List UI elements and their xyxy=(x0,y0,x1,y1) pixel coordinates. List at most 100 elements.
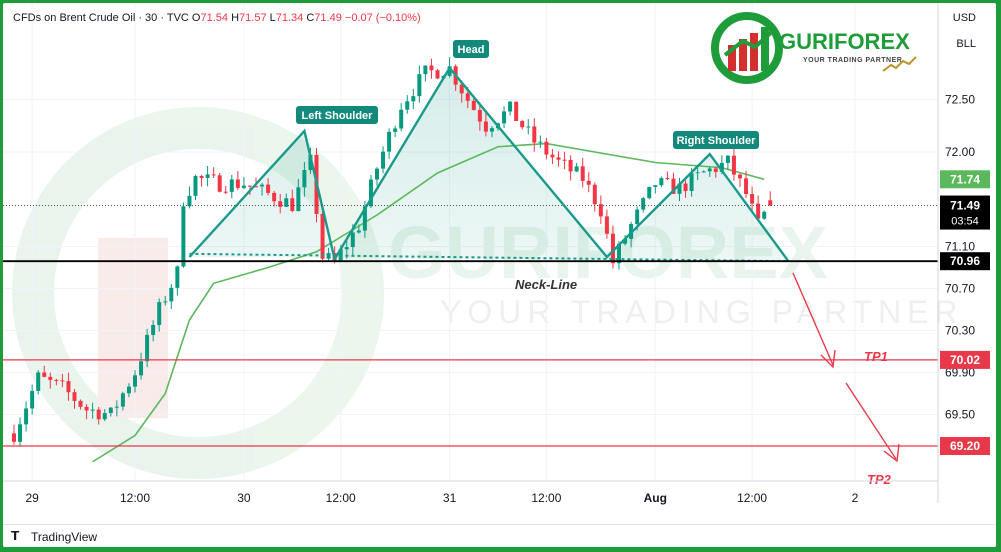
candle-body xyxy=(502,111,507,124)
candle-body xyxy=(508,101,513,112)
ma-price-tag-box xyxy=(940,170,990,189)
candle-body xyxy=(102,413,107,420)
candle-body xyxy=(96,409,101,420)
tp2-price-tag-box xyxy=(940,437,990,455)
tradingview-brand: TradingView xyxy=(31,530,98,544)
pattern-lines xyxy=(188,65,790,263)
candle-body xyxy=(725,155,730,163)
candle-body xyxy=(362,206,367,231)
price-tick-label: 70.70 xyxy=(945,282,975,296)
high-value: 71.57 xyxy=(239,12,267,24)
right-shoulder-label-box xyxy=(673,131,759,149)
time-tick-label: 12:00 xyxy=(737,491,767,505)
logo-squiggle-icon xyxy=(882,56,917,72)
watermark-ring xyxy=(12,107,384,479)
candle-body xyxy=(610,233,615,264)
candle-body xyxy=(568,159,573,172)
left-shoulder-label-box xyxy=(296,106,378,124)
candle-body xyxy=(429,65,434,71)
price-tick-label: 72.00 xyxy=(945,145,975,159)
candle-body xyxy=(604,216,609,234)
tp1-price-tag-box xyxy=(940,350,990,369)
candle-body xyxy=(272,192,277,202)
arrow-tp2-shaft xyxy=(845,382,897,460)
candle-body xyxy=(356,230,361,233)
candle-body xyxy=(465,93,470,101)
target-arrows xyxy=(792,272,900,463)
price-axis: 72.50 72.00 71.10 70.70 70.30 69.90 69.50 71.74… xyxy=(937,3,990,503)
logo-bar-4 xyxy=(761,27,769,71)
candle-body xyxy=(344,247,349,250)
candle-body xyxy=(647,186,652,199)
candle-body xyxy=(205,174,210,179)
candle-body xyxy=(187,195,192,207)
candle-body xyxy=(199,176,204,179)
candle-body xyxy=(750,193,755,204)
candle-body xyxy=(659,178,664,186)
low-label: L xyxy=(269,12,276,24)
candle-body xyxy=(223,191,228,193)
candle-body xyxy=(108,407,113,414)
candle-body xyxy=(653,185,658,187)
time-tick-label: 29 xyxy=(25,491,39,505)
tp1-label: TP1 xyxy=(864,349,888,364)
pattern-labels: Head Left Shoulder Right Shoulder Neck-L… xyxy=(296,40,892,487)
candle-body xyxy=(42,372,47,377)
candle-body xyxy=(114,406,119,408)
candle-body xyxy=(598,204,603,217)
unit-label[interactable]: BLL xyxy=(956,38,976,50)
candle-body xyxy=(350,232,355,248)
candle-body xyxy=(762,211,767,219)
guriforex-logo: GURIFOREX YOUR TRADING PARTNER xyxy=(711,12,917,84)
candle-body xyxy=(641,198,646,210)
neckline-price-tag-box xyxy=(940,252,990,271)
tp2-label: TP2 xyxy=(867,472,892,487)
candle-body xyxy=(695,172,700,174)
tradingview-footer: 𝗧 TradingView xyxy=(3,524,996,547)
time-tick-label: 2 xyxy=(852,491,859,505)
arrow-tp2-head xyxy=(883,443,900,463)
price-tick-label: 69.50 xyxy=(945,408,975,422)
candle-body xyxy=(90,409,95,411)
candle-body xyxy=(471,100,476,110)
price-chart[interactable]: GURIFOREX YOUR TRADING PARTNER Head Left… xyxy=(3,3,996,525)
candle-body xyxy=(241,185,246,188)
neckline-price-tag: 70.96 xyxy=(950,254,980,268)
candle-body xyxy=(193,176,198,196)
arrow-tp1-head xyxy=(820,349,836,369)
candle-body xyxy=(217,175,222,192)
left-shoulder-label: Left Shoulder xyxy=(302,110,374,122)
logo-bar-2 xyxy=(739,39,747,71)
close-value: 71.49 xyxy=(314,12,342,24)
time-tick-label: Aug xyxy=(644,491,667,505)
ma-price-tag: 71.74 xyxy=(950,172,980,186)
candle-body xyxy=(211,174,216,176)
candle-body xyxy=(411,96,416,102)
candle-body xyxy=(526,126,531,128)
candle-body xyxy=(139,361,144,376)
head-label-box xyxy=(453,40,489,58)
candle-body xyxy=(126,386,131,394)
currency-label[interactable]: USD xyxy=(952,12,976,24)
last-price-tag-box xyxy=(940,195,990,230)
time-tick-label: 31 xyxy=(443,491,457,505)
candle-body xyxy=(284,198,289,207)
candle-body xyxy=(738,174,742,179)
candle-body xyxy=(260,184,265,187)
candle-body xyxy=(592,184,597,205)
candle-body xyxy=(254,186,258,188)
candle-body xyxy=(84,406,89,411)
pattern-baseline xyxy=(189,252,789,263)
candle-body xyxy=(477,109,482,122)
candle-body xyxy=(417,74,422,97)
candle-body xyxy=(30,390,35,409)
candle-body xyxy=(24,408,29,425)
candle-body xyxy=(447,66,452,76)
candle-body xyxy=(459,84,464,94)
logo-bar-3 xyxy=(750,33,758,71)
open-value: 71.54 xyxy=(200,12,229,24)
price-tick-label: 71.10 xyxy=(945,240,975,254)
candle-body xyxy=(713,168,718,172)
ma-line xyxy=(92,142,765,463)
candle-body xyxy=(538,141,543,143)
